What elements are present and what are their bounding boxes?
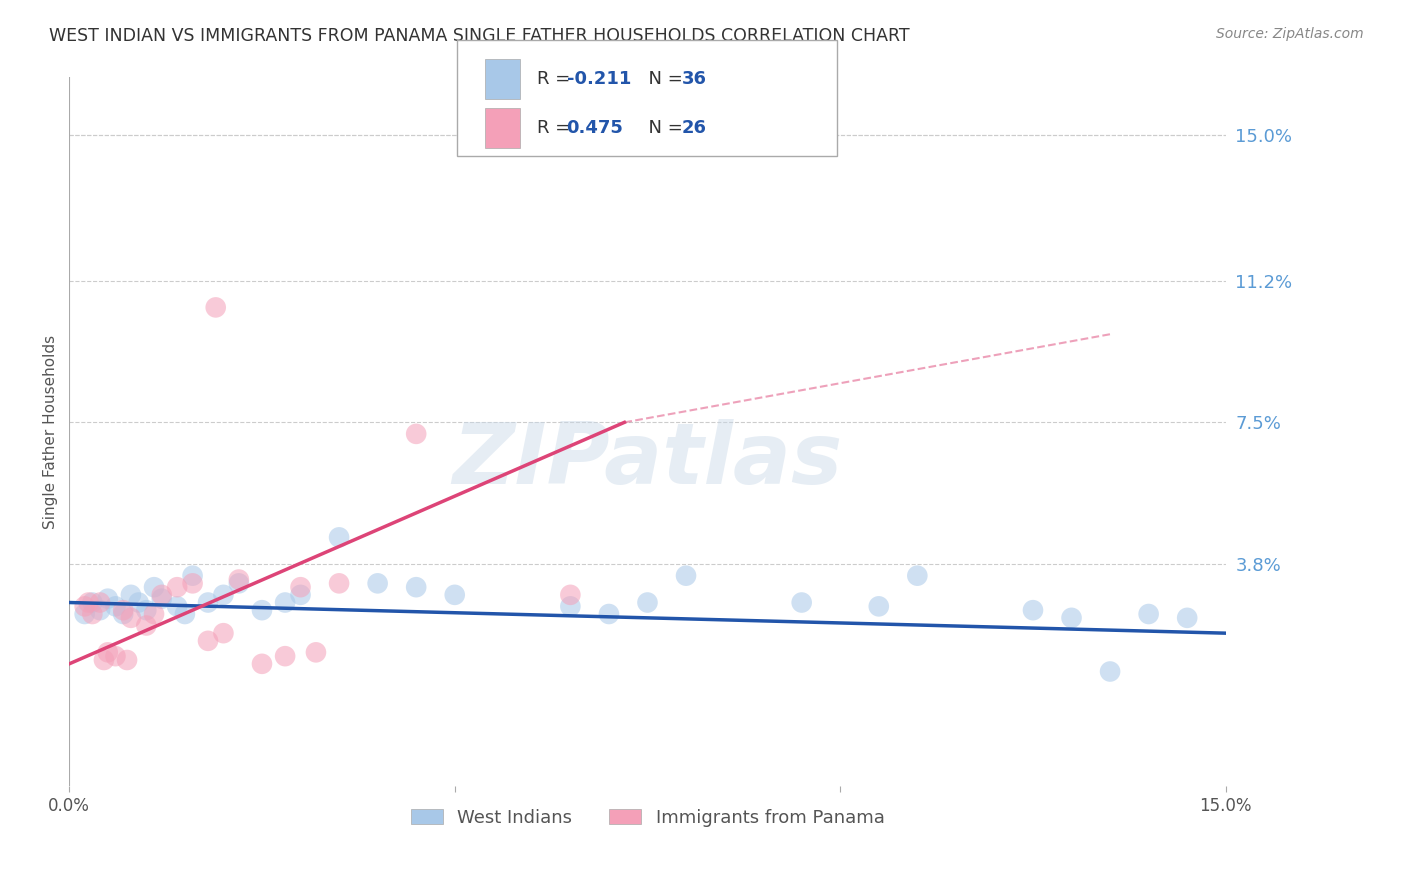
Point xyxy=(1099,665,1122,679)
Point xyxy=(305,645,328,659)
Point xyxy=(367,576,389,591)
Point xyxy=(197,633,219,648)
Text: N =: N = xyxy=(637,120,689,137)
Point xyxy=(274,595,297,609)
Point xyxy=(1060,611,1083,625)
Point xyxy=(790,595,813,609)
Point xyxy=(112,603,135,617)
Point xyxy=(89,603,111,617)
Point xyxy=(104,599,127,614)
Text: WEST INDIAN VS IMMIGRANTS FROM PANAMA SINGLE FATHER HOUSEHOLDS CORRELATION CHART: WEST INDIAN VS IMMIGRANTS FROM PANAMA SI… xyxy=(49,27,910,45)
Point xyxy=(73,607,96,621)
Point xyxy=(166,599,188,614)
Text: Source: ZipAtlas.com: Source: ZipAtlas.com xyxy=(1216,27,1364,41)
Point xyxy=(1022,603,1045,617)
Point xyxy=(274,649,297,664)
Point xyxy=(328,530,350,544)
Point xyxy=(166,580,188,594)
Point xyxy=(905,568,928,582)
Point xyxy=(97,645,120,659)
Point xyxy=(204,301,226,315)
Y-axis label: Single Father Households: Single Father Households xyxy=(44,334,58,529)
Point xyxy=(290,580,312,594)
Point xyxy=(212,588,235,602)
Text: 26: 26 xyxy=(682,120,707,137)
Point xyxy=(328,576,350,591)
Point xyxy=(82,595,104,609)
Point xyxy=(143,607,166,621)
Text: 36: 36 xyxy=(682,70,707,87)
Point xyxy=(181,568,204,582)
Point xyxy=(135,618,157,632)
Point xyxy=(89,595,111,609)
Text: R =: R = xyxy=(537,70,576,87)
Point xyxy=(173,607,195,621)
Point xyxy=(405,580,427,594)
Point xyxy=(128,595,150,609)
Point xyxy=(82,607,104,621)
Point xyxy=(143,580,166,594)
Point xyxy=(598,607,620,621)
Point xyxy=(150,591,173,606)
Point xyxy=(120,588,142,602)
Point xyxy=(405,426,427,441)
Point xyxy=(104,649,127,664)
Point xyxy=(212,626,235,640)
Point xyxy=(120,611,142,625)
Text: ZIPatlas: ZIPatlas xyxy=(453,419,842,502)
Point xyxy=(228,576,250,591)
Point xyxy=(1175,611,1198,625)
Text: 0.475: 0.475 xyxy=(567,120,623,137)
Point xyxy=(228,573,250,587)
Text: N =: N = xyxy=(637,70,689,87)
Point xyxy=(443,588,465,602)
Point xyxy=(115,653,138,667)
Point xyxy=(150,588,173,602)
Point xyxy=(560,599,582,614)
Text: -0.211: -0.211 xyxy=(567,70,631,87)
Point xyxy=(290,588,312,602)
Point xyxy=(97,591,120,606)
Text: R =: R = xyxy=(537,120,576,137)
Point xyxy=(560,588,582,602)
Point xyxy=(1137,607,1160,621)
Point xyxy=(77,595,100,609)
Point xyxy=(135,603,157,617)
Point xyxy=(675,568,697,582)
Point xyxy=(112,607,135,621)
Point xyxy=(73,599,96,614)
Point xyxy=(250,603,273,617)
Point xyxy=(868,599,890,614)
Point xyxy=(181,576,204,591)
Point xyxy=(250,657,273,671)
Point xyxy=(197,595,219,609)
Point xyxy=(93,653,115,667)
Point xyxy=(637,595,659,609)
Legend: West Indians, Immigrants from Panama: West Indians, Immigrants from Panama xyxy=(404,802,891,834)
